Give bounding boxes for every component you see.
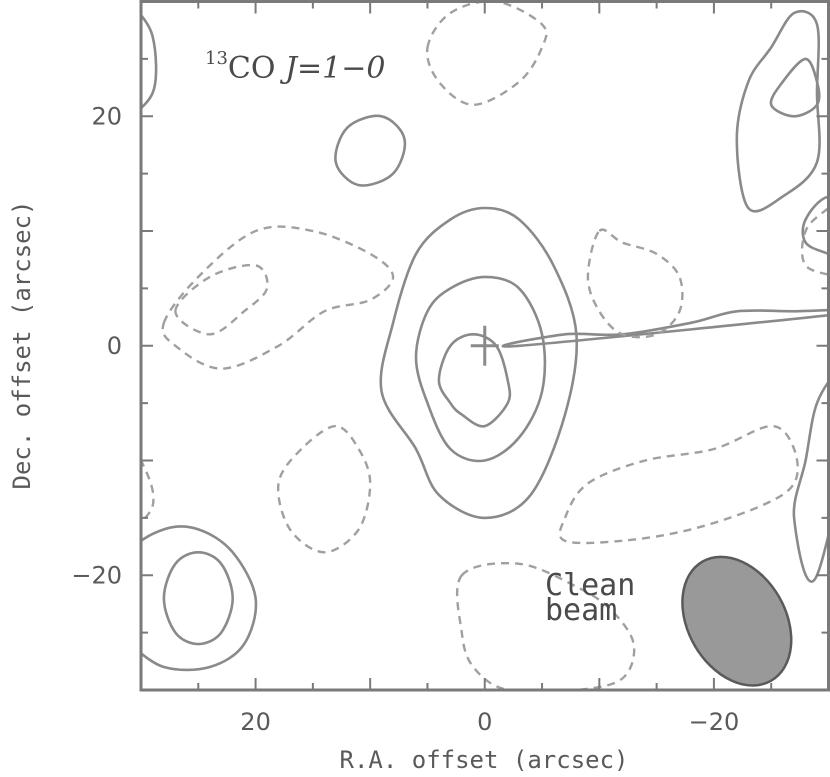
positive-contour-10: [501, 308, 830, 348]
y-tick-label: −20: [71, 561, 122, 589]
negative-contour-8: [800, 205, 830, 277]
x-axis-label: R.A. offset (arcsec): [340, 746, 629, 774]
beam-label-line2: beam: [545, 593, 617, 628]
negative-contour-2: [276, 424, 372, 554]
y-tick-label: 20: [91, 102, 122, 130]
positive-contour-1: [414, 275, 547, 463]
negative-contour-1: [174, 263, 269, 336]
positive-contour-3: [334, 114, 407, 187]
negative-contour-6: [455, 561, 636, 690]
x-tick-label: 20: [240, 708, 271, 736]
positive-contour-8: [735, 10, 821, 213]
negative-contour-5: [558, 424, 799, 545]
clean-beam-layer: [681, 555, 793, 687]
chart-title: 13CO J=1−0: [205, 48, 385, 86]
axis-ticks: 20 0 −20 20 0 −20: [71, 0, 830, 736]
x-tick-label: 0: [477, 708, 492, 736]
positive-contour-0: [379, 206, 579, 520]
source-marker-layer: [470, 325, 499, 366]
positive-contour-2: [437, 332, 512, 428]
y-axis-label: Dec. offset (arcsec): [8, 201, 36, 490]
x-tick-label: −20: [689, 708, 740, 736]
positive-contour-4: [162, 550, 235, 646]
positive-contour-9: [801, 195, 830, 256]
clean-beam-ellipse: [681, 555, 793, 687]
title-transition: J=1−0: [279, 51, 385, 86]
positive-contour-5: [141, 525, 258, 672]
beam-label-line1: Clean: [545, 568, 635, 603]
positive-contour-6: [141, 13, 158, 110]
negative-contour-4: [586, 228, 684, 339]
negative-contour-0: [161, 225, 395, 370]
y-tick-label: 0: [107, 332, 122, 360]
title-molecule: CO: [228, 51, 285, 86]
title-isotope-superscript: 13: [205, 48, 228, 69]
